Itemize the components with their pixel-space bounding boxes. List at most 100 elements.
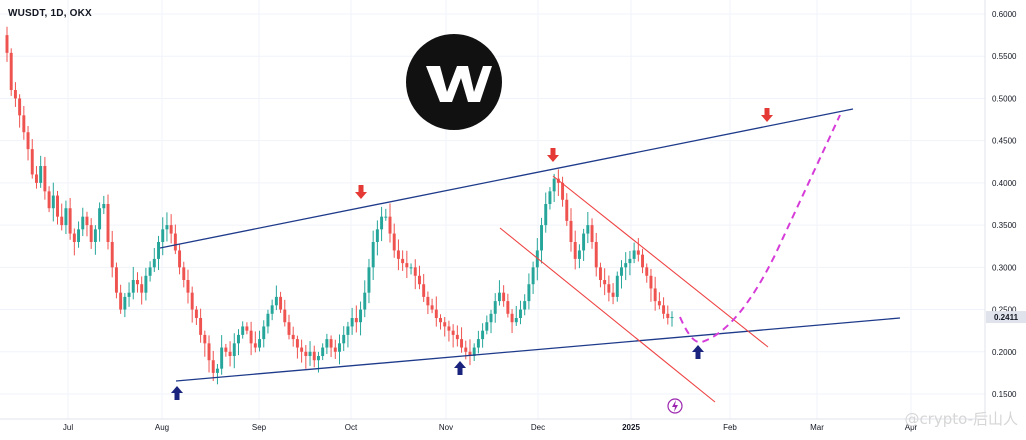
candle xyxy=(489,309,493,334)
candle xyxy=(308,341,312,366)
y-tick-label: 0.2000 xyxy=(992,348,1017,357)
candle-body xyxy=(329,339,333,348)
candle xyxy=(148,261,152,282)
candle-body xyxy=(312,351,316,361)
down-arrow-icon xyxy=(761,108,773,122)
candle-body xyxy=(401,258,405,264)
candle-body xyxy=(220,347,224,369)
candle xyxy=(439,314,442,330)
candle-body xyxy=(245,326,249,331)
candle-body xyxy=(506,301,510,314)
candle xyxy=(81,207,85,237)
candle xyxy=(228,341,232,367)
candle-body xyxy=(114,267,118,293)
x-tick-label: Nov xyxy=(439,423,453,432)
candle xyxy=(220,335,224,375)
candle xyxy=(426,291,430,315)
candle-body xyxy=(422,284,426,297)
up-arrow-icon xyxy=(171,386,183,400)
candle xyxy=(531,261,535,294)
candle xyxy=(603,268,607,296)
candle-body xyxy=(106,204,110,242)
candle-body xyxy=(540,225,543,251)
x-tick-label: Jul xyxy=(63,423,73,432)
candle xyxy=(85,211,89,237)
x-tick-label: Apr xyxy=(905,423,918,432)
candle-body xyxy=(157,242,160,259)
candle-body xyxy=(363,292,367,310)
logo-w-icon xyxy=(426,66,492,102)
candle-body xyxy=(270,305,274,314)
candle xyxy=(165,212,169,242)
candle-body xyxy=(552,178,556,192)
candle-body xyxy=(531,267,535,285)
candle xyxy=(649,268,653,302)
candle xyxy=(287,314,291,340)
last-price-label: 0.2411 xyxy=(994,313,1019,322)
candle-body xyxy=(304,351,308,356)
candle-body xyxy=(283,309,287,323)
candle xyxy=(291,326,295,347)
candle-body xyxy=(350,318,354,327)
candle xyxy=(119,284,123,314)
candle xyxy=(333,339,337,359)
candle xyxy=(409,263,413,275)
candle-body xyxy=(182,267,186,280)
candle xyxy=(565,193,569,226)
candle xyxy=(258,330,262,352)
candle-body xyxy=(632,250,636,259)
candle-body xyxy=(72,233,76,242)
candle-body xyxy=(249,330,253,344)
candle xyxy=(152,247,156,273)
candle xyxy=(190,286,194,323)
candle-body xyxy=(161,229,165,242)
projection-path xyxy=(679,114,841,344)
candle xyxy=(514,305,518,326)
candle xyxy=(283,299,287,327)
candle-body xyxy=(569,220,573,242)
candle-body xyxy=(274,296,278,306)
candle xyxy=(325,333,329,355)
candle xyxy=(422,273,426,302)
candle xyxy=(485,315,489,335)
y-tick-label: 0.1500 xyxy=(992,390,1017,399)
candle-body xyxy=(110,242,114,268)
x-tick-label: Feb xyxy=(723,423,737,432)
candle-body xyxy=(636,250,640,255)
candle-body xyxy=(426,296,430,306)
candle xyxy=(312,345,316,368)
candle-body xyxy=(228,351,232,356)
candle xyxy=(346,321,350,348)
candle-body xyxy=(5,35,9,53)
candle-body xyxy=(241,326,245,335)
candle xyxy=(359,301,363,336)
candle xyxy=(666,305,670,325)
candle xyxy=(447,320,451,342)
candle-body xyxy=(333,347,337,352)
candle-body xyxy=(194,309,198,318)
candle-body xyxy=(460,339,464,348)
candle xyxy=(98,202,102,242)
lightning-icon xyxy=(672,400,678,412)
candle-body xyxy=(77,229,81,242)
candle xyxy=(413,259,417,290)
candle-body xyxy=(325,339,329,348)
candle-body xyxy=(215,368,219,373)
candle-body xyxy=(375,229,379,242)
candle-body xyxy=(662,305,666,314)
candle-body xyxy=(607,284,611,293)
candle xyxy=(561,176,565,207)
candle xyxy=(573,230,577,270)
candle-body xyxy=(468,351,472,356)
candle-body xyxy=(148,267,152,276)
candle-body xyxy=(582,233,586,251)
candle-body xyxy=(439,318,442,323)
candle-body xyxy=(434,309,438,318)
candle xyxy=(60,203,64,231)
candle-body xyxy=(266,313,270,327)
candle xyxy=(106,194,110,250)
candle-body xyxy=(123,296,127,310)
candle xyxy=(510,309,514,333)
candle xyxy=(123,293,127,318)
candle xyxy=(295,335,299,359)
